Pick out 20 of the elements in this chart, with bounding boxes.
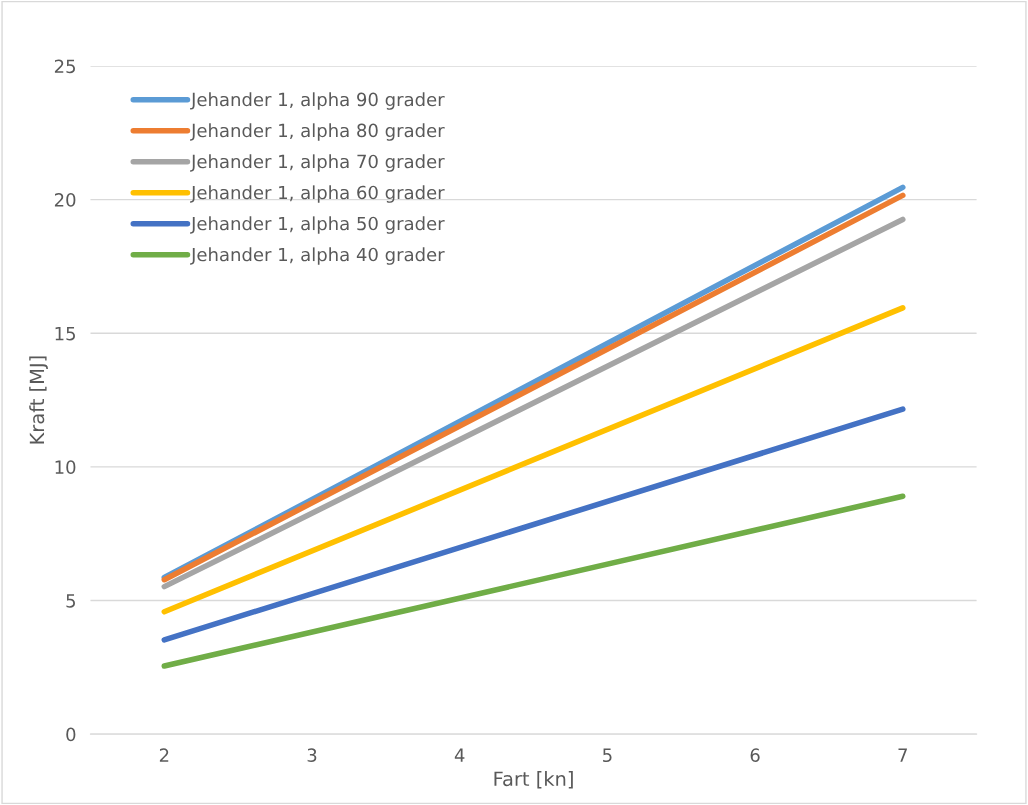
legend-label: Jehander 1, alpha 60 grader — [190, 185, 445, 203]
legend-label: Jehander 1, alpha 40 grader — [190, 247, 445, 265]
y-tick-label: 5 — [66, 594, 75, 608]
legend-label: Jehander 1, alpha 90 grader — [190, 92, 445, 110]
legend-label: Jehander 1, alpha 80 grader — [190, 123, 445, 141]
x-axis-title: Fart [kn] — [494, 771, 573, 789]
x-tick-label: 4 — [454, 748, 465, 762]
x-tick-label: 6 — [750, 748, 760, 763]
x-tick-label: 3 — [307, 748, 317, 763]
x-tick-label: 2 — [159, 748, 169, 762]
x-tick-label: 7 — [898, 748, 907, 762]
y-tick-label: 0 — [66, 727, 76, 742]
legend-label: Jehander 1, alpha 50 grader — [190, 216, 445, 234]
y-tick-label: 10 — [55, 460, 76, 475]
x-tick-label: 5 — [603, 748, 612, 763]
y-tick-label: 15 — [55, 326, 75, 341]
y-tick-label: 25 — [54, 59, 75, 74]
y-axis-title: Kraft [MJ] — [29, 356, 48, 444]
legend-label: Jehander 1, alpha 70 grader — [190, 154, 445, 172]
y-tick-label: 20 — [54, 193, 76, 207]
